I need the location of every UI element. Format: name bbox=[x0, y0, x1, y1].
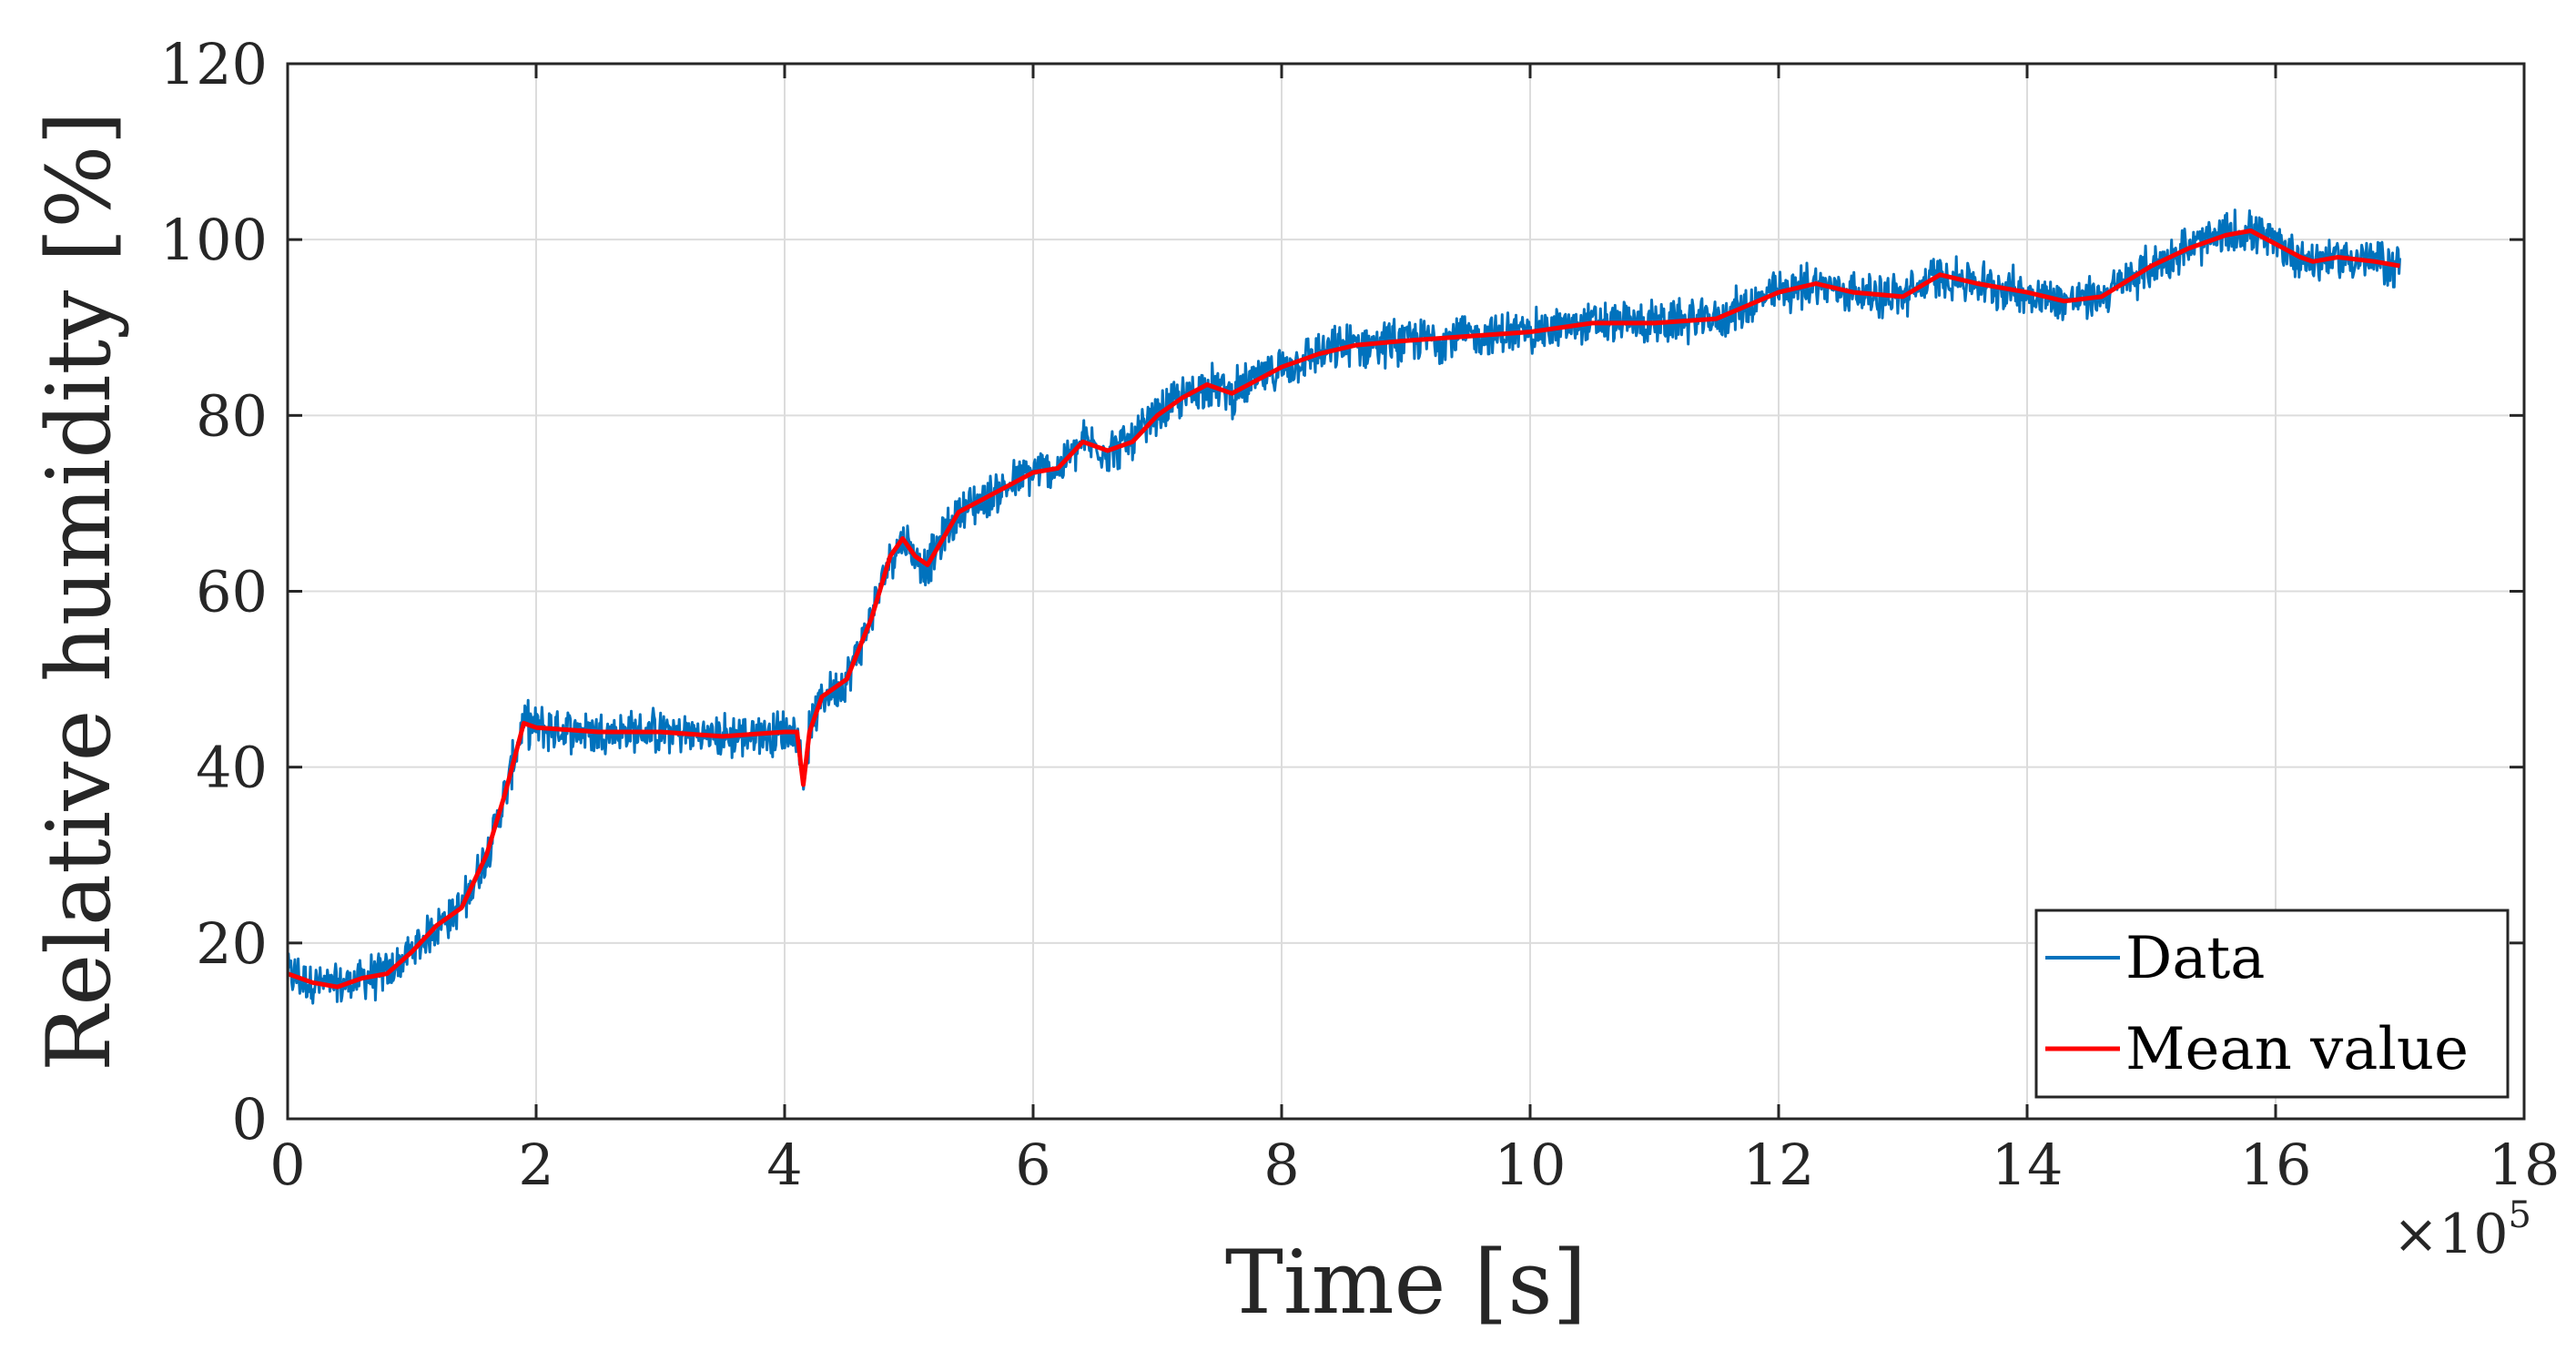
x-tick-label: 8 bbox=[1263, 1132, 1299, 1198]
x-tick-label: 14 bbox=[1992, 1132, 2064, 1198]
x-tick-label: 12 bbox=[1743, 1132, 1815, 1198]
x-tick-label: 2 bbox=[518, 1132, 553, 1198]
x-tick-label: 4 bbox=[766, 1132, 802, 1198]
x-tick-label: 0 bbox=[269, 1132, 305, 1198]
x-multiplier-exponent: 5 bbox=[2509, 1194, 2531, 1236]
x-tick-label: 16 bbox=[2240, 1132, 2312, 1198]
y-tick-label: 40 bbox=[196, 735, 268, 801]
legend-label-data: Data bbox=[2125, 925, 2265, 992]
legend-label-mean: Mean value bbox=[2125, 1016, 2469, 1083]
y-tick-label: 100 bbox=[160, 207, 268, 273]
series-layer bbox=[286, 208, 2401, 1005]
series-mean-line bbox=[287, 228, 2400, 990]
y-tick-label: 0 bbox=[232, 1086, 268, 1153]
x-axis-multiplier: ×105 bbox=[2393, 1194, 2531, 1266]
legend: Data Mean value bbox=[2034, 909, 2510, 1099]
x-tick-label: 6 bbox=[1015, 1132, 1050, 1198]
y-tick-label: 120 bbox=[160, 31, 268, 97]
x-tick-label: 18 bbox=[2489, 1132, 2561, 1198]
y-tick-label: 80 bbox=[196, 382, 268, 449]
y-tick-label: 60 bbox=[196, 559, 268, 625]
y-axis-title: Relative humidity [%] bbox=[28, 111, 130, 1071]
y-tick-label: 20 bbox=[196, 910, 268, 977]
x-tick-label: 10 bbox=[1495, 1132, 1567, 1198]
x-axis-title: Time [s] bbox=[1225, 1232, 1587, 1334]
legend-box bbox=[2034, 909, 2510, 1099]
ticks: 0 2 4 6 8 10 12 14 16 18 0 20 40 60 80 100 120 bbox=[160, 31, 2561, 1198]
x-multiplier-base: ×10 bbox=[2393, 1203, 2509, 1266]
